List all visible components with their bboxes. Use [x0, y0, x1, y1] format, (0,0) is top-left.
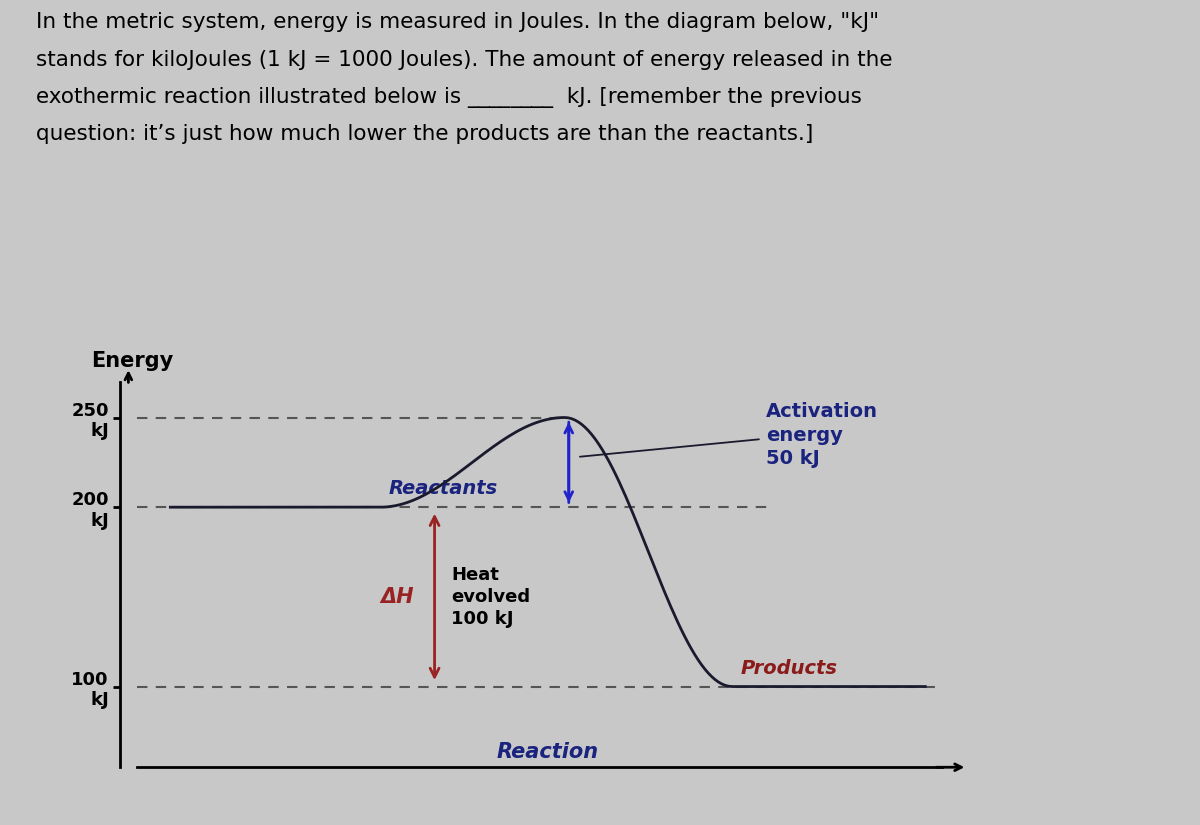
Text: question: it’s just how much lower the products are than the reactants.]: question: it’s just how much lower the p… [36, 124, 814, 144]
Text: exothermic reaction illustrated below is ________  kJ. [remember the previous: exothermic reaction illustrated below is… [36, 87, 862, 107]
Text: Energy: Energy [91, 351, 173, 371]
Text: Reactants: Reactants [389, 479, 498, 498]
Text: Products: Products [740, 658, 838, 677]
Text: Reaction: Reaction [497, 742, 599, 761]
Text: ΔH: ΔH [380, 587, 414, 607]
Text: stands for kiloJoules (1 kJ = 1000 Joules). The amount of energy released in the: stands for kiloJoules (1 kJ = 1000 Joule… [36, 50, 893, 69]
Text: In the metric system, energy is measured in Joules. In the diagram below, "kJ": In the metric system, energy is measured… [36, 12, 880, 32]
Text: Heat
evolved
100 kJ: Heat evolved 100 kJ [451, 566, 530, 628]
Text: Activation
energy
50 kJ: Activation energy 50 kJ [766, 403, 878, 469]
